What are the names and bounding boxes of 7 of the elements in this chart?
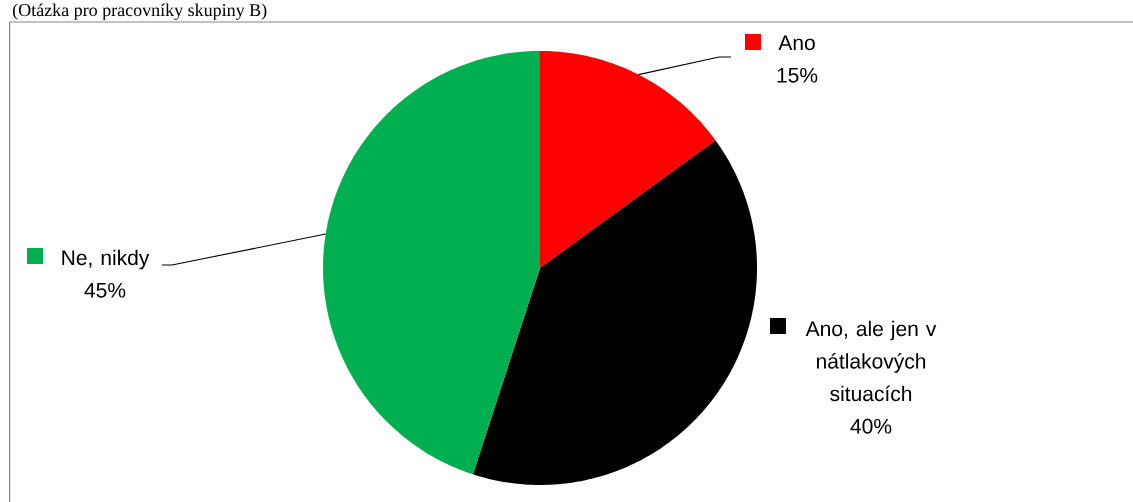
chart-title: (Otázka pro pracovníky skupiny B): [13, 3, 267, 20]
data-label: 45%: [84, 282, 126, 298]
data-label: 15%: [777, 67, 818, 83]
data-label: 40%: [850, 418, 892, 434]
legend-label: Ne, nikdy: [62, 249, 150, 270]
legend-label: Ano, ale jen v nátlakových situacích: [805, 320, 937, 402]
legend-label: Ano: [778, 35, 815, 51]
